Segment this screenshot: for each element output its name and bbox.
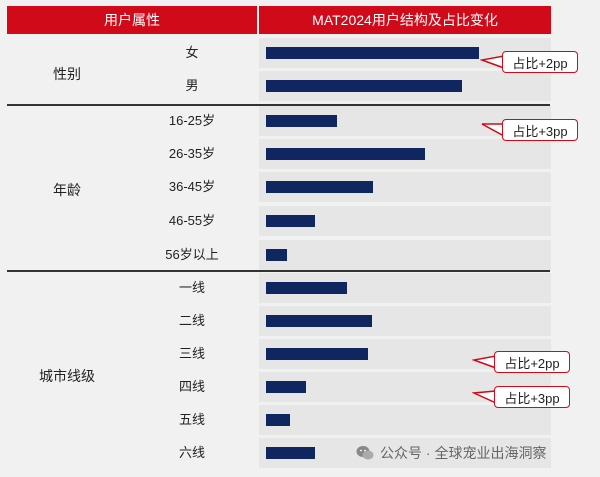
row-background: [259, 240, 551, 270]
group-label-city-tier: 城市线级: [39, 368, 95, 384]
row-background: [259, 405, 551, 435]
category-label-age-56-plus: 56岁以上: [165, 247, 219, 262]
bar-tier-5: [266, 414, 290, 426]
category-label-tier-5: 五线: [178, 412, 205, 427]
bar-age-26-35: [266, 148, 425, 160]
category-label-tier-6: 六线: [178, 445, 205, 460]
category-label-tier-3: 三线: [178, 346, 205, 361]
category-label-age-26-35: 26-35岁: [168, 146, 216, 161]
watermark-text: 公众号 · 全球宠业出海洞察: [380, 445, 547, 461]
bar-age-56-plus: [266, 249, 287, 261]
header-user-attributes: 用户属性: [7, 6, 257, 34]
wechat-icon: [356, 445, 374, 461]
group-label-age: 年龄: [53, 182, 81, 198]
category-label-tier-4: 四线: [178, 379, 205, 394]
category-label-age-46-55: 46-55岁: [168, 213, 216, 228]
bar-tier-3: [266, 348, 368, 360]
bar-tier-1: [266, 282, 347, 294]
header-chart-title: MAT2024用户结构及占比变化: [259, 6, 551, 34]
bar-tier-6: [266, 447, 315, 459]
annotation-callout: 占比+3pp: [494, 386, 570, 408]
bar-male: [266, 80, 462, 92]
annotation-callout: 占比+2pp: [502, 51, 578, 73]
category-label-tier-2: 二线: [178, 313, 205, 328]
annotation-callout: 占比+3pp: [502, 119, 578, 141]
bar-female: [266, 47, 479, 59]
annotation-callout: 占比+2pp: [494, 351, 570, 373]
category-label-female: 女: [185, 45, 199, 60]
category-label-age-36-45: 36-45岁: [168, 179, 216, 194]
bar-age-16-25: [266, 115, 337, 127]
category-label-age-16-25: 16-25岁: [168, 113, 216, 128]
watermark: 公众号 · 全球宠业出海洞察: [356, 443, 546, 463]
bar-tier-2: [266, 315, 372, 327]
group-label-gender: 性别: [53, 66, 81, 82]
bar-age-36-45: [266, 181, 373, 193]
group-divider: [7, 104, 550, 106]
group-divider: [7, 270, 550, 272]
category-label-male: 男: [185, 78, 199, 93]
category-label-tier-1: 一线: [178, 280, 205, 295]
bar-tier-4: [266, 381, 306, 393]
bar-age-46-55: [266, 215, 315, 227]
